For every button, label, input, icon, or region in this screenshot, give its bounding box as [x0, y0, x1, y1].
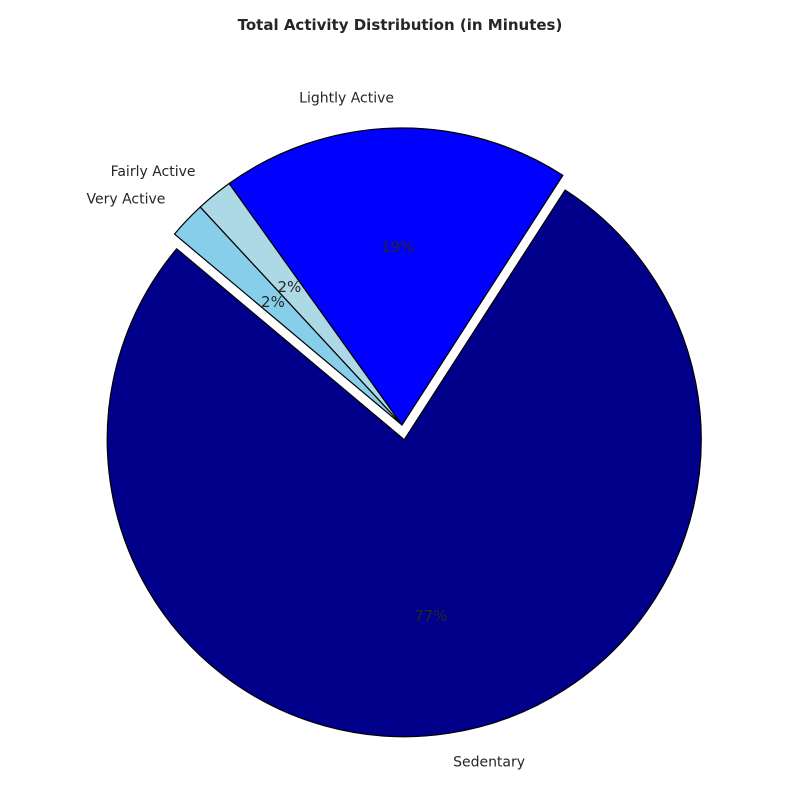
- chart-title: Total Activity Distribution (in Minutes): [238, 16, 563, 34]
- pct-label-fairly-active: 2%: [277, 278, 301, 296]
- category-label-fairly-active: Fairly Active: [111, 164, 196, 180]
- percent-labels-layer: 77% 19% 2%2%: [261, 238, 447, 625]
- pie-slice-sedentary: [106, 189, 702, 738]
- pct-label-lightly-active: 19%: [381, 238, 414, 256]
- pie-slice-very-active: [173, 206, 403, 426]
- pie-slice-lightly-active: [228, 127, 564, 426]
- category-label-lightly-active: Lightly Active: [299, 90, 394, 106]
- pct-label-sedentary: 77%: [414, 607, 447, 625]
- slices-layer: [106, 127, 702, 738]
- category-labels-layer: Sedentary Lightly Active Fairly Active Very…: [87, 90, 526, 770]
- category-label-very-active: Very Active: [87, 192, 166, 208]
- category-label-sedentary: Sedentary: [453, 755, 525, 771]
- pct-label-very-active: 2%: [261, 293, 285, 311]
